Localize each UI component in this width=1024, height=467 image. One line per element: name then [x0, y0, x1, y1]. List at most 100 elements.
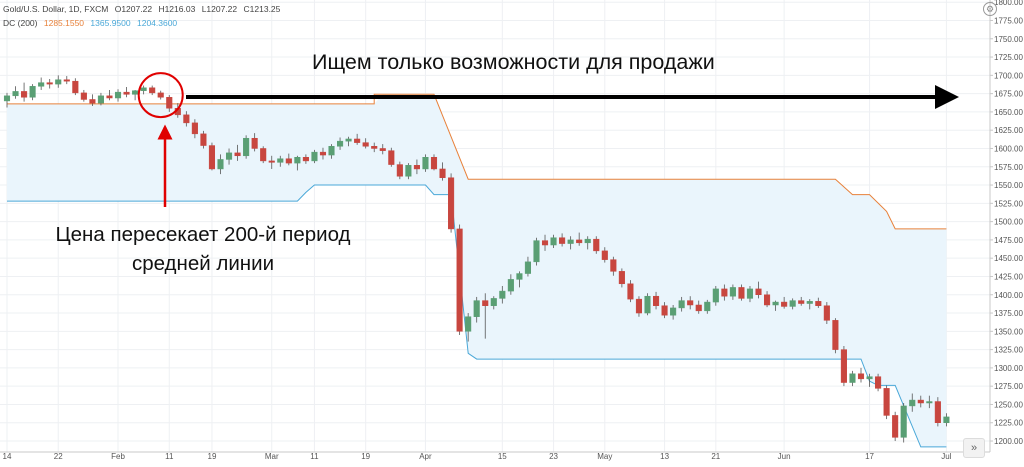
candle-down: [80, 89, 87, 102]
candle-body: [670, 307, 677, 316]
candle-down: [106, 89, 113, 101]
candle-down: [875, 373, 882, 392]
scroll-to-latest-button[interactable]: »: [963, 438, 985, 458]
indicator-name[interactable]: DC (200): [3, 18, 38, 28]
candle-up: [524, 256, 531, 277]
candle-body: [473, 300, 480, 317]
candle-body: [601, 250, 608, 260]
candle-body: [866, 376, 873, 380]
candle-down: [413, 159, 420, 175]
candle-down: [285, 153, 292, 166]
candle-up: [806, 299, 813, 310]
time-tick-label: Apr: [419, 452, 432, 461]
candle-up: [533, 237, 540, 266]
candle-body: [576, 239, 583, 244]
open-value: O1207.22: [114, 4, 153, 14]
candle-up: [567, 236, 574, 250]
candle-body: [354, 138, 361, 143]
price-tick-label: 1250.00: [994, 400, 1023, 409]
candle-down: [755, 281, 762, 299]
price-tick-label: 1575.00: [994, 163, 1023, 172]
settings-icon[interactable]: ⚙: [983, 2, 997, 16]
price-tick-label: 1450.00: [994, 254, 1023, 263]
time-axis[interactable]: 14 22 Feb 11 19 Mar 11 19 Apr 15 23 May 13 21 Jun 17 Jul: [0, 451, 990, 461]
candle-down: [379, 144, 386, 155]
candle-body: [55, 79, 62, 85]
candle-up: [97, 92, 104, 106]
candle-up: [584, 236, 591, 250]
candle-body: [422, 156, 429, 170]
crossing-circle-marker: [137, 72, 184, 119]
dc-upper-value: 1285.1550: [43, 18, 85, 28]
candle-down: [448, 173, 455, 233]
candle-down: [46, 78, 53, 89]
candle-body: [729, 287, 736, 297]
candle-down: [857, 367, 865, 383]
candle-body: [72, 80, 79, 94]
price-tick-label: 1275.00: [994, 382, 1023, 391]
candle-up: [217, 154, 224, 175]
candle-down: [371, 142, 378, 153]
candle-body: [840, 349, 847, 383]
price-tick-label: 1200.00: [994, 437, 1023, 446]
candle-body: [661, 305, 668, 316]
candle-body: [618, 271, 625, 285]
indicator-header: DC (200) 1285.1550 1365.9500 1204.3600: [3, 18, 181, 28]
candle-down: [439, 162, 446, 181]
candle-body: [567, 239, 574, 244]
candle-body: [396, 164, 403, 177]
candle-up: [712, 285, 719, 306]
candle-up: [3, 92, 11, 108]
price-tick-label: 1750.00: [994, 35, 1023, 44]
time-tick-label: 11: [165, 452, 174, 461]
candle-up: [926, 395, 933, 409]
time-tick-label: 22: [54, 452, 63, 461]
candle-up: [114, 89, 122, 102]
candle-down: [63, 76, 70, 85]
candle-body: [328, 146, 335, 156]
candle-body: [482, 300, 489, 306]
candle-up: [277, 155, 284, 167]
candle-body: [524, 261, 531, 274]
time-tick-label: Jun: [778, 452, 791, 461]
candle-body: [909, 399, 916, 407]
candle-down: [89, 94, 96, 107]
symbol-title[interactable]: Gold/U.S. Dollar, 1D, FXCM: [3, 4, 109, 14]
candle-body: [772, 301, 779, 306]
candle-body: [208, 145, 216, 170]
candle-down: [840, 345, 847, 387]
price-tick-label: 1650.00: [994, 108, 1023, 117]
candle-body: [943, 416, 950, 423]
candle-body: [3, 95, 11, 102]
candle-down: [661, 302, 668, 319]
candle-up: [473, 296, 480, 323]
candle-up: [900, 402, 907, 443]
candle-up: [12, 86, 19, 99]
price-tick-label: 1600.00: [994, 144, 1023, 153]
candle-body: [97, 95, 104, 104]
candle-down: [157, 90, 164, 100]
candle-body: [379, 148, 386, 151]
annotation-overlay: [137, 72, 959, 207]
candle-down: [832, 318, 839, 354]
candle-body: [652, 295, 660, 306]
candle-down: [362, 138, 369, 149]
candle-body: [883, 388, 890, 416]
candle-body: [38, 82, 45, 87]
candle-body: [430, 156, 438, 170]
candle-body: [106, 95, 113, 99]
price-tick-label: 1475.00: [994, 236, 1023, 245]
candle-up: [55, 75, 62, 88]
price-axis[interactable]: 1800.00 1775.00 1750.00 1725.00 1700.00 1675.…: [989, 0, 1023, 452]
time-tick-label: 15: [498, 452, 507, 461]
candle-body: [132, 90, 139, 95]
time-tick-label: 21: [711, 452, 720, 461]
candle-down: [593, 236, 600, 254]
lower-band-line: [7, 184, 947, 448]
candle-up: [507, 274, 514, 295]
candle-body: [89, 99, 96, 104]
candle-up: [729, 284, 736, 300]
time-tick-label: 17: [865, 452, 874, 461]
